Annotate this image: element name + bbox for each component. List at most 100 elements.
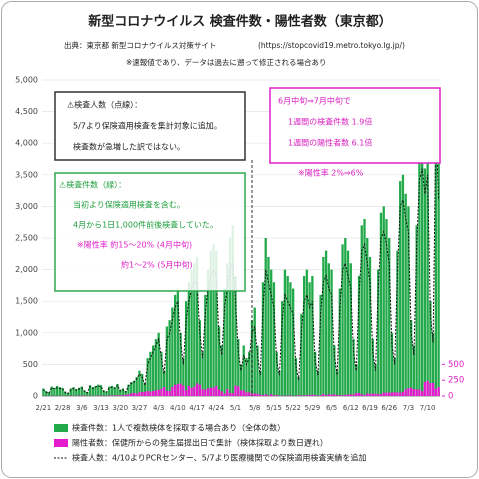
bar — [108, 395, 111, 396]
legend-swatch — [54, 439, 68, 447]
bar — [379, 394, 383, 396]
bar — [319, 294, 322, 396]
bar — [399, 181, 402, 396]
x-tick-label: 5/1 — [230, 404, 241, 412]
bar — [426, 149, 429, 396]
bar — [308, 282, 311, 396]
bar — [415, 225, 418, 396]
bar — [248, 351, 251, 396]
bar — [61, 387, 64, 396]
bar — [75, 389, 78, 396]
bar — [311, 394, 314, 396]
bar — [267, 395, 270, 396]
bar — [127, 384, 130, 396]
bar — [124, 394, 127, 396]
bar — [385, 392, 388, 396]
bar — [281, 301, 284, 396]
source-url: (https://stopcovid19.metro.tokyo.lg.jp/) — [258, 41, 405, 50]
bar — [311, 275, 314, 396]
bar — [77, 387, 81, 396]
bar — [305, 395, 309, 396]
bar — [341, 244, 344, 396]
bar — [190, 387, 193, 396]
bar — [297, 377, 300, 396]
bar — [366, 238, 369, 396]
x-tick-label: 7/10 — [420, 404, 436, 412]
bar — [423, 168, 427, 396]
bar — [228, 238, 232, 396]
bar — [431, 332, 435, 396]
bar — [322, 393, 325, 396]
bar — [322, 256, 325, 396]
bar — [97, 384, 100, 396]
bar — [418, 389, 421, 396]
bar — [209, 250, 212, 396]
bar — [135, 377, 138, 396]
bar — [357, 275, 361, 396]
bar — [377, 269, 380, 396]
bar — [234, 385, 237, 396]
bar — [431, 382, 435, 396]
bar — [110, 395, 114, 396]
bar — [102, 390, 105, 396]
bar — [401, 174, 405, 396]
bar — [152, 345, 155, 396]
bar — [66, 392, 70, 396]
bar — [86, 392, 89, 396]
bar — [234, 275, 237, 396]
bar — [91, 387, 94, 396]
bar — [42, 388, 45, 396]
bar — [176, 288, 180, 396]
bar — [302, 395, 306, 396]
bar — [283, 269, 287, 396]
bar — [135, 393, 138, 396]
bar — [250, 320, 254, 396]
bar — [179, 383, 182, 396]
bar — [410, 320, 413, 396]
bar — [80, 386, 83, 396]
bar — [215, 250, 218, 396]
bar — [327, 394, 330, 396]
bar — [248, 392, 251, 396]
y-tick-label: 3,000 — [15, 202, 38, 211]
bar — [99, 385, 103, 396]
bar — [363, 219, 366, 396]
bar — [190, 269, 193, 396]
x-tick-label: 2/28 — [55, 404, 71, 412]
bar — [324, 395, 328, 396]
bar — [245, 358, 248, 396]
bar — [124, 390, 127, 396]
x-tick-label: 3/27 — [132, 404, 148, 412]
y-tick-label: 5,000 — [15, 76, 38, 85]
bar — [434, 388, 438, 396]
bar — [168, 320, 171, 396]
annotation-text: ※陽性率 2%⇒6% — [298, 168, 364, 178]
bar — [187, 282, 191, 396]
bar — [344, 238, 347, 396]
bar — [206, 388, 210, 396]
bar — [165, 390, 169, 396]
bar — [146, 391, 149, 396]
bar — [346, 250, 350, 396]
bar — [330, 269, 333, 396]
bar — [423, 381, 427, 396]
x-tick-label: 4/24 — [208, 404, 224, 412]
bar — [278, 370, 281, 396]
y-tick-label: 4,500 — [15, 107, 38, 116]
bar — [360, 225, 363, 396]
bar — [437, 143, 440, 396]
bar — [275, 351, 278, 396]
x-tick-label: 6/5 — [326, 404, 337, 412]
bar — [204, 389, 207, 396]
bar — [242, 345, 245, 396]
bar — [291, 288, 295, 396]
bar — [272, 282, 276, 396]
subtitle: 出典：東京都 新型コロナウイルス対策サイト — [64, 40, 216, 50]
bar — [407, 388, 410, 396]
bar — [316, 370, 320, 396]
bar — [396, 250, 399, 396]
bar — [162, 386, 166, 396]
y-tick-label: 500 — [23, 360, 38, 369]
x-tick-label: 4/3 — [153, 404, 164, 412]
bar — [250, 393, 254, 396]
